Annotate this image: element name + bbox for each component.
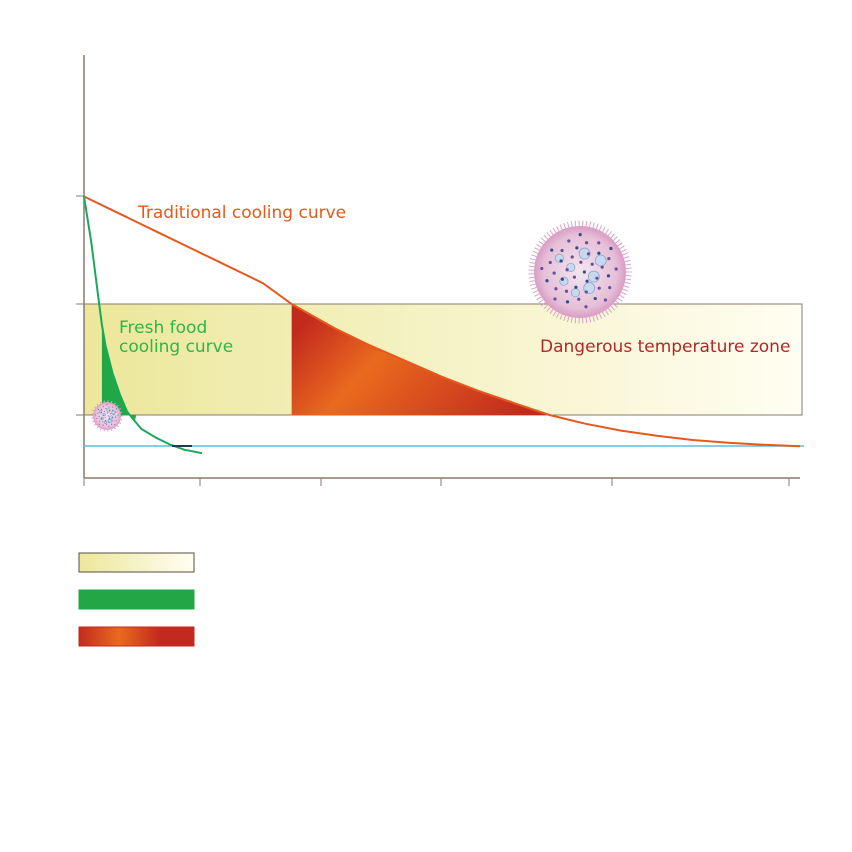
legend-swatch-fresh-exposure	[78, 589, 195, 610]
legend-swatch-traditional-exposure	[78, 626, 195, 647]
legend-swatch-danger-zone	[78, 552, 195, 573]
bacteria-large-icon	[528, 220, 632, 324]
traditional-curve-label: Traditional cooling curve	[137, 203, 346, 223]
fresh-curve-label: Fresh food cooling curve	[119, 318, 233, 357]
traditional-cooling-curve	[83, 195, 801, 448]
bacteria-small-icon	[91, 400, 123, 432]
fresh-food-cooling-curve	[83, 196, 203, 455]
fresh-exposure-area	[101, 324, 137, 422]
traditional-exposure-area	[291, 304, 550, 415]
danger-zone-label: Dangerous temperature zone	[540, 337, 790, 357]
